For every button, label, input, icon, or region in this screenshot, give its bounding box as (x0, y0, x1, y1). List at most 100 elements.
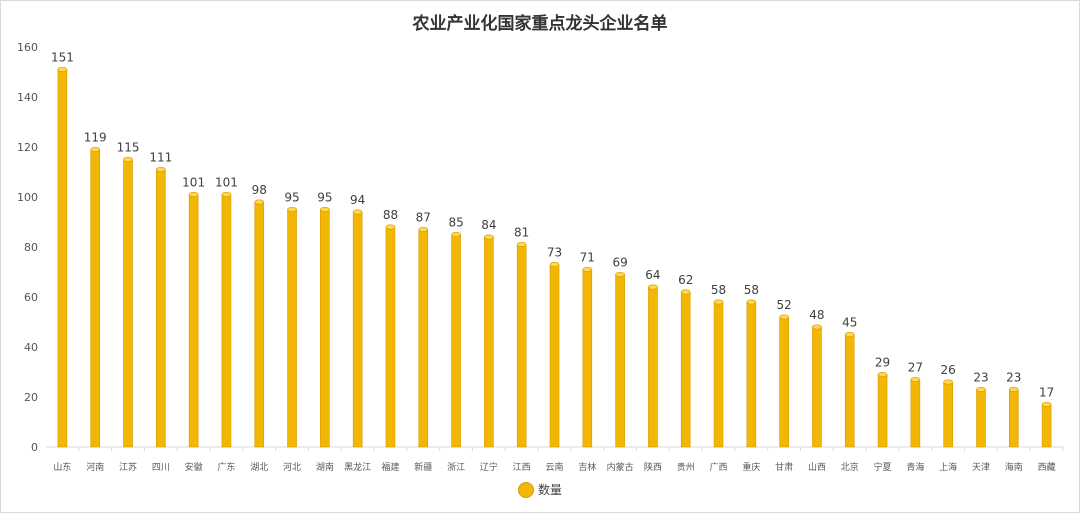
bar (188, 194, 199, 448)
x-tick-label: 安徽 (185, 461, 203, 473)
bar-top (713, 299, 724, 305)
bar-top (680, 289, 691, 295)
bar (1041, 404, 1052, 448)
data-label: 84 (481, 218, 496, 232)
bar (385, 226, 396, 448)
bar-top (254, 199, 265, 205)
bar (844, 334, 855, 448)
bar-top (910, 376, 921, 382)
data-label: 26 (941, 363, 956, 377)
bar-top (648, 284, 658, 290)
x-tick-label: 上海 (939, 461, 957, 473)
x-tick-label: 重庆 (742, 461, 760, 473)
x-tick-label: 辽宁 (480, 461, 498, 473)
bar (615, 274, 625, 448)
bars: 151 119 115 111 101 101 98 95 95 94 88 87 85 84 81 73 71… (51, 51, 1054, 448)
data-label: 101 (215, 176, 238, 190)
data-label: 45 (842, 316, 857, 330)
x-tick-label: 新疆 (414, 461, 432, 473)
y-tick-label: 120 (17, 141, 38, 154)
x-tick-label: 海南 (1005, 461, 1023, 473)
x-tick-label: 江西 (513, 462, 531, 473)
data-label: 88 (383, 208, 398, 222)
bar (352, 211, 363, 448)
data-label: 23 (1006, 371, 1021, 385)
bar-top (582, 266, 593, 272)
bar-top (779, 314, 789, 320)
bar-top (221, 192, 232, 198)
data-label: 111 (149, 151, 172, 165)
bar-top (1008, 386, 1019, 392)
bar (779, 316, 789, 448)
x-tick-label: 河南 (86, 461, 104, 473)
x-tick-label: 山西 (808, 462, 826, 473)
bar-top (516, 242, 527, 248)
bar (648, 286, 658, 448)
bar (221, 194, 232, 448)
data-label: 95 (317, 191, 332, 205)
bar (746, 301, 757, 448)
bar (910, 379, 921, 448)
y-tick-label: 100 (17, 191, 38, 204)
x-tick-label: 甘肃 (775, 461, 793, 473)
y-tick-label: 80 (24, 241, 38, 254)
bar (123, 159, 133, 448)
axes: 0 20 40 60 80 100 120 140 160 山东 河南 江苏 四川 安徽 广东 湖北 河北 湖南黑… (17, 41, 1064, 473)
bar (90, 149, 101, 448)
x-tick-label: 宁夏 (874, 461, 892, 473)
data-label: 115 (117, 141, 140, 155)
bar (1008, 389, 1019, 448)
bar-top (287, 207, 297, 213)
bar (57, 69, 68, 448)
x-tick-label: 西藏 (1038, 461, 1056, 473)
bar-top (156, 167, 166, 173)
bar-top (320, 207, 330, 213)
x-tick-label: 广西 (710, 461, 728, 473)
bar (287, 209, 297, 448)
bar (976, 389, 986, 448)
x-tick-label: 广东 (217, 461, 235, 473)
data-label: 48 (809, 308, 824, 322)
data-label: 81 (514, 226, 529, 240)
data-label: 62 (678, 273, 693, 287)
data-label: 119 (84, 131, 107, 145)
data-label: 64 (645, 268, 660, 282)
x-tick-label: 贵州 (677, 461, 695, 473)
bar (582, 269, 593, 448)
chart-title: 农业产业化国家重点龙头企业名单 (412, 14, 668, 34)
bar (156, 169, 166, 448)
bar-top (844, 331, 855, 337)
x-tick-label: 湖北 (250, 462, 268, 473)
bar (418, 229, 429, 448)
bar-top (123, 157, 133, 163)
x-tick-label: 北京 (841, 461, 859, 473)
x-tick-label: 福建 (381, 461, 399, 473)
data-label: 52 (777, 298, 792, 312)
bar-top (418, 227, 429, 233)
bar (320, 209, 330, 448)
x-tick-label: 陕西 (644, 461, 662, 473)
data-label: 27 (908, 361, 923, 375)
bar-top (615, 271, 625, 277)
bar-top (451, 232, 461, 238)
bar (484, 236, 494, 448)
y-tick-label: 40 (24, 341, 38, 354)
data-label: 58 (744, 283, 759, 297)
bar-top (484, 234, 494, 240)
data-label: 23 (973, 371, 988, 385)
y-tick-label: 0 (31, 441, 38, 454)
data-label: 151 (51, 51, 74, 65)
x-tick-label: 内蒙古 (607, 461, 634, 473)
bar (516, 244, 527, 448)
bar (943, 381, 953, 448)
x-tick-label: 黑龙江 (344, 461, 371, 473)
bar (877, 374, 888, 448)
x-tick-label: 吉林 (578, 461, 596, 473)
data-label: 17 (1039, 386, 1054, 400)
x-tick-label: 浙江 (447, 461, 465, 473)
y-tick-label: 140 (17, 91, 38, 104)
data-label: 87 (416, 211, 431, 225)
y-tick-label: 60 (24, 291, 38, 304)
